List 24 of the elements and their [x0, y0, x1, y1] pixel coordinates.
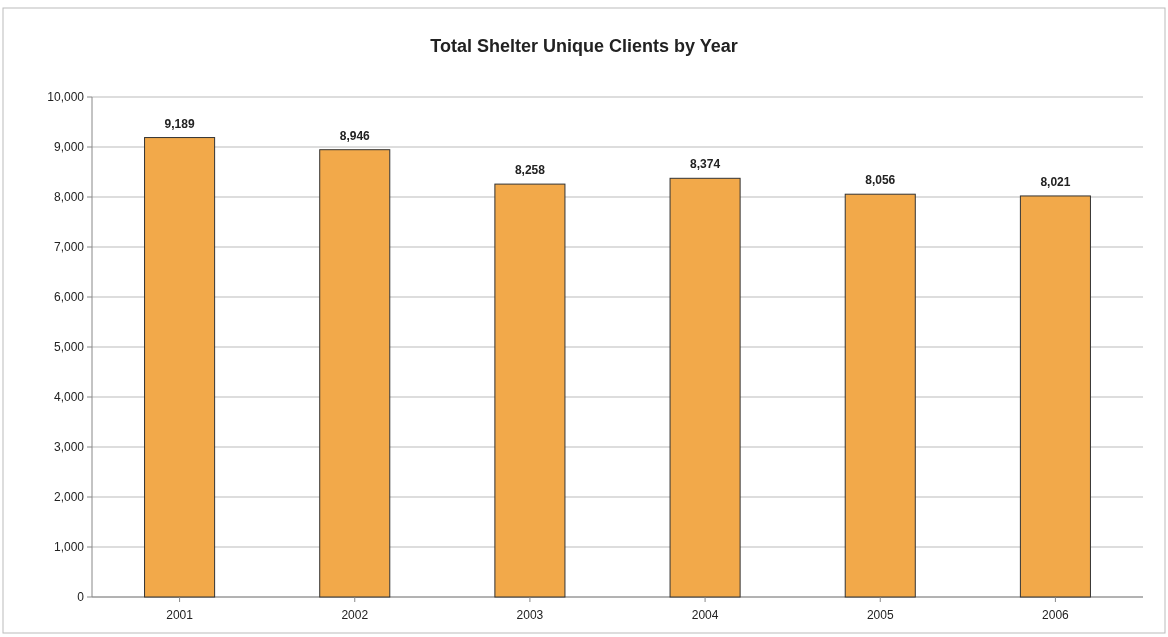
data-label: 9,189 [164, 116, 195, 131]
x-tick-label: 2001 [166, 608, 194, 622]
x-tick-label: 2003 [516, 608, 544, 622]
x-tick-label: 2005 [866, 608, 894, 622]
data-label: 8,946 [339, 128, 371, 143]
data-label: 8,021 [1040, 174, 1071, 189]
y-tick-label: 10,000 [47, 90, 85, 105]
x-tick-label: 2006 [1042, 608, 1070, 622]
y-tick-label: 6,000 [53, 290, 85, 305]
y-tick-label: 1,000 [53, 540, 85, 555]
y-tick-label: 8,000 [53, 190, 85, 205]
y-tick-label: 9,000 [53, 140, 85, 155]
y-tick-label: 3,000 [53, 440, 85, 455]
data-label: 8,374 [690, 157, 721, 172]
y-tick-label: 2,000 [53, 490, 85, 505]
x-tick-label: 2004 [691, 608, 719, 622]
chart-title: Total Shelter Unique Clients by Year [430, 36, 738, 56]
data-label: 8,056 [865, 173, 896, 188]
data-label: 8,258 [514, 163, 546, 178]
y-tick-label: 5,000 [53, 340, 85, 355]
y-tick-label: 4,000 [53, 390, 85, 405]
y-tick-label: 7,000 [53, 240, 85, 255]
y-tick-label: 0 [77, 590, 85, 605]
x-tick-label: 2002 [341, 608, 369, 622]
